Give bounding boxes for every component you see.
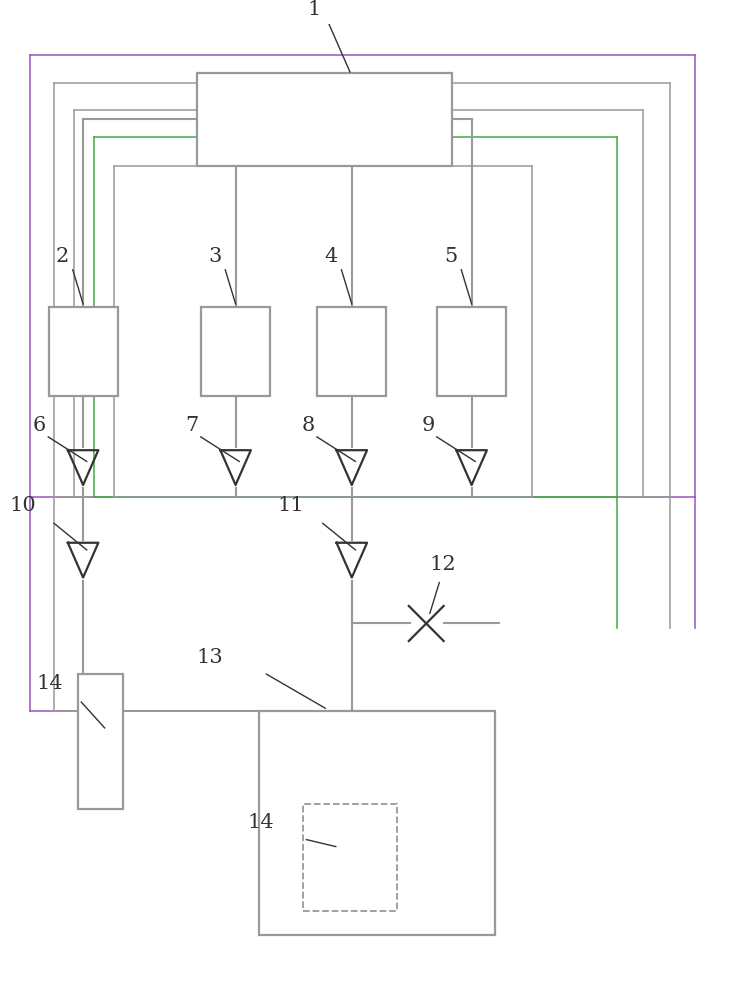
Text: 5: 5: [445, 247, 458, 266]
Text: 2: 2: [56, 247, 69, 266]
Bar: [317, 307, 386, 396]
Text: 14: 14: [247, 813, 273, 832]
Text: 7: 7: [185, 416, 198, 435]
Bar: [303, 804, 397, 911]
Bar: [198, 73, 452, 166]
Text: 11: 11: [278, 496, 305, 515]
Text: 9: 9: [421, 416, 434, 435]
Bar: [201, 307, 270, 396]
Text: 14: 14: [36, 674, 63, 693]
Bar: [437, 307, 506, 396]
Text: 10: 10: [9, 496, 36, 515]
Text: 3: 3: [208, 247, 222, 266]
Bar: [49, 307, 117, 396]
Text: 13: 13: [196, 648, 223, 667]
Text: 1: 1: [308, 0, 321, 19]
Text: 8: 8: [302, 416, 315, 435]
Text: 4: 4: [324, 247, 338, 266]
Text: 12: 12: [430, 555, 456, 574]
Bar: [78, 674, 122, 809]
Text: 6: 6: [33, 416, 46, 435]
Bar: [260, 711, 495, 935]
